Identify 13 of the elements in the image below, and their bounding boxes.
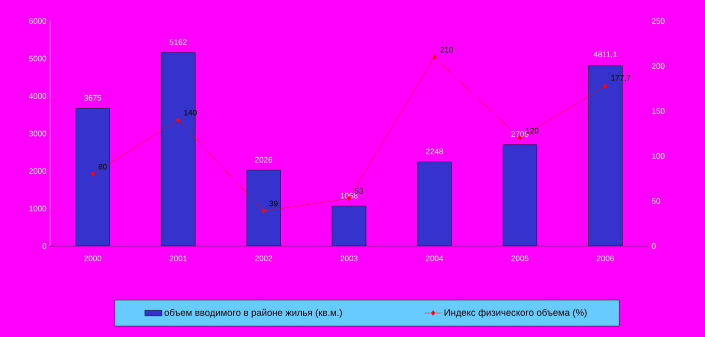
bar [246, 170, 281, 246]
bar [76, 108, 110, 246]
point [603, 83, 608, 89]
point [432, 54, 437, 60]
legend-label: Индекс физического объема (%) [444, 308, 587, 318]
legend-label: объем вводимого в районе жилья (кв.м.) [164, 308, 342, 318]
bar [332, 206, 366, 246]
point [176, 117, 180, 123]
bar [161, 52, 196, 246]
bar [417, 162, 452, 246]
point [262, 208, 266, 214]
point [90, 171, 95, 177]
bar [502, 144, 537, 246]
